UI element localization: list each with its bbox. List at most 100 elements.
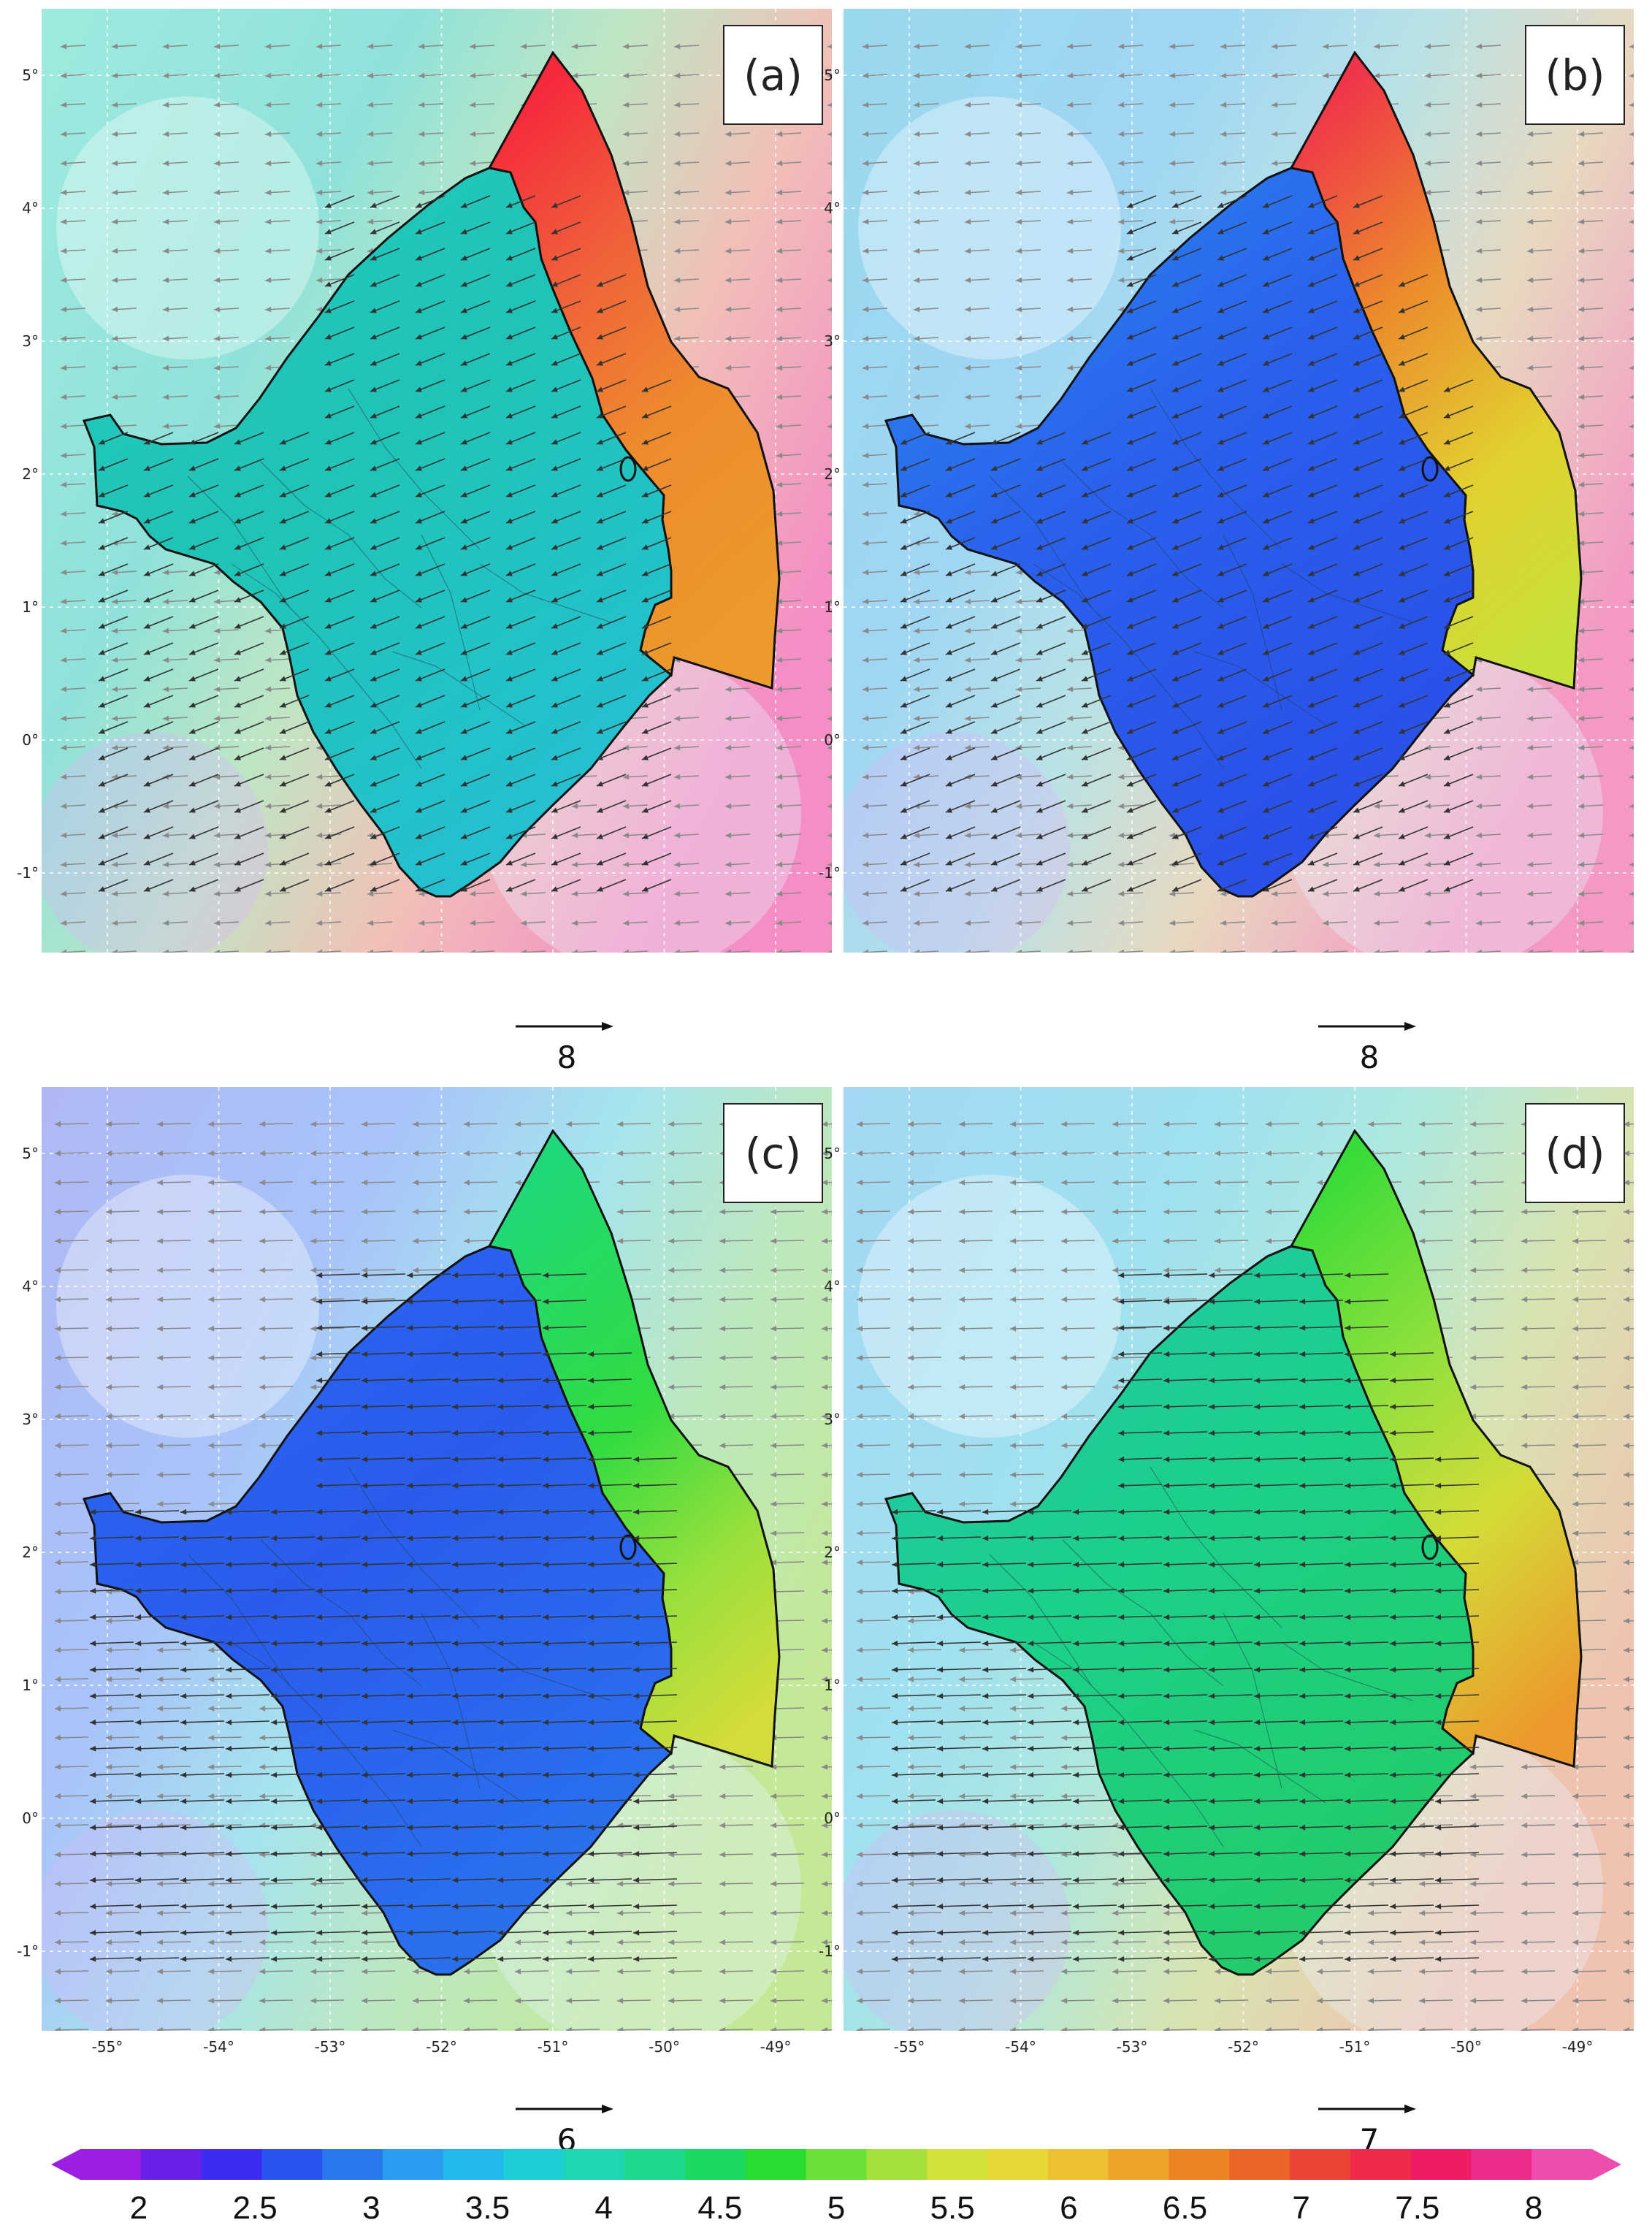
longitude-tick-label: -52° xyxy=(426,2038,457,2056)
panel-a: (a) xyxy=(42,9,832,953)
latitude-tick-label: 1° xyxy=(22,1677,39,1694)
latitude-tick-label: 5° xyxy=(824,66,841,84)
colorbar-max-arrow xyxy=(1592,2149,1621,2180)
panel-c: (c) xyxy=(42,1087,832,2031)
colorbar-swatch xyxy=(1047,2149,1109,2180)
colorbar-swatch xyxy=(927,2149,988,2180)
colorbar-label: 4.5 xyxy=(697,2190,743,2226)
latitude-tick-label: 1° xyxy=(22,598,39,616)
colorbar-swatch xyxy=(806,2149,867,2180)
colorbar xyxy=(51,2149,1621,2180)
longitude-tick-label: -53° xyxy=(314,2038,346,2056)
map-c xyxy=(42,1087,832,2031)
latitude-tick-label: 4° xyxy=(22,199,39,217)
panel-label-a: (a) xyxy=(723,25,823,125)
longitude-tick-label: -52° xyxy=(1228,2038,1259,2056)
latitude-tick-label: 1° xyxy=(824,598,841,616)
colorbar-swatch xyxy=(383,2149,444,2180)
panel-label-d: (d) xyxy=(1525,1103,1625,1203)
latitude-tick-label: 3° xyxy=(22,1411,39,1428)
colorbar-label: 3.5 xyxy=(464,2190,510,2226)
colorbar-swatch xyxy=(685,2149,746,2180)
colorbar-swatch xyxy=(1169,2149,1230,2180)
land-domain xyxy=(884,167,1475,898)
latitude-tick-label: 0° xyxy=(824,1809,841,1827)
ref-vector-a: 8 xyxy=(516,1019,618,1075)
island-outline xyxy=(619,1534,637,1560)
panel-b: (b) xyxy=(844,9,1634,953)
longitude-tick-label: -50° xyxy=(1450,2038,1482,2056)
colorbar-swatch xyxy=(1531,2149,1593,2180)
longitude-tick-label: -55° xyxy=(893,2038,925,2056)
latitude-tick-label: 4° xyxy=(824,1278,841,1295)
longitude-tick-label: -49° xyxy=(760,2038,792,2056)
colorbar-swatch xyxy=(1108,2149,1169,2180)
domain-vectors xyxy=(900,195,1474,892)
panel-d: (d) xyxy=(844,1087,1634,2031)
latitude-tick-label: 2° xyxy=(22,465,39,483)
ref-arrow-icon xyxy=(1318,2105,1416,2113)
municipal-borders xyxy=(187,388,612,769)
panel-label-b: (b) xyxy=(1525,25,1625,125)
colorbar-swatch xyxy=(1410,2149,1472,2180)
latitude-tick-label: 4° xyxy=(824,199,841,217)
panel-label-c: (c) xyxy=(723,1103,823,1203)
longitude-tick-label: -51° xyxy=(537,2038,569,2056)
ref-vector-b: 8 xyxy=(1318,1019,1420,1075)
latitude-tick-label: 4° xyxy=(22,1278,39,1295)
colorbar-swatch xyxy=(564,2149,625,2180)
latitude-tick-label: 0° xyxy=(22,1809,39,1827)
latitude-tick-label: 2° xyxy=(22,1544,39,1561)
latitude-tick-label: 0° xyxy=(824,731,841,749)
longitude-tick-label: -51° xyxy=(1339,2038,1371,2056)
latitude-tick-label: 5° xyxy=(22,1145,39,1162)
colorbar-swatch xyxy=(1350,2149,1412,2180)
ref-vector-value-a: 8 xyxy=(557,1040,577,1075)
colorbar-min-arrow xyxy=(51,2149,80,2180)
colorbar-swatch xyxy=(201,2149,262,2180)
colorbar-swatch xyxy=(503,2149,565,2180)
colorbar-swatch xyxy=(745,2149,807,2180)
longitude-tick-label: -55° xyxy=(91,2038,123,2056)
latitude-tick-label: 3° xyxy=(824,1411,841,1428)
colorbar-swatch xyxy=(987,2149,1049,2180)
domain-vectors xyxy=(891,1272,1480,1962)
colorbar-swatch xyxy=(1471,2149,1532,2180)
municipal-borders xyxy=(989,388,1414,769)
colorbar-swatch xyxy=(443,2149,505,2180)
colorbar-label: 3 xyxy=(362,2190,381,2226)
colorbar-label: 6 xyxy=(1060,2190,1078,2226)
colorbar-swatch xyxy=(1290,2149,1351,2180)
domain-vectors xyxy=(98,195,672,892)
latitude-tick-label: 3° xyxy=(824,332,841,350)
colorbar-swatch xyxy=(261,2149,323,2180)
ref-vector-value-b: 8 xyxy=(1359,1040,1380,1075)
latitude-tick-label: 2° xyxy=(824,465,841,483)
land-domain xyxy=(82,1245,673,1976)
longitude-tick-label: -53° xyxy=(1116,2038,1148,2056)
latitude-tick-label: 5° xyxy=(824,1145,841,1162)
latitude-tick-label: 5° xyxy=(22,66,39,84)
colorbar-label: 6.5 xyxy=(1162,2190,1208,2226)
latitude-tick-label: 1° xyxy=(824,1677,841,1694)
map-b xyxy=(844,9,1634,953)
colorbar-label: 5.5 xyxy=(930,2190,975,2226)
colorbar-swatch xyxy=(1229,2149,1290,2180)
colorbar-label: 2.5 xyxy=(232,2190,278,2226)
latitude-tick-label: -1° xyxy=(17,1942,39,1960)
latitude-tick-label: 3° xyxy=(22,332,39,350)
colorbar-swatch xyxy=(322,2149,383,2180)
colorbar-label: 2 xyxy=(129,2190,148,2226)
colorbar-swatch xyxy=(866,2149,928,2180)
latitude-tick-label: 2° xyxy=(824,1544,841,1561)
land-domain xyxy=(82,167,673,898)
colorbar-label: 7.5 xyxy=(1395,2190,1440,2226)
colorbar-label: 7 xyxy=(1292,2190,1310,2226)
latitude-tick-label: -1° xyxy=(17,864,39,882)
colorbar-label: 4 xyxy=(594,2190,613,2226)
latitude-tick-label: 0° xyxy=(22,731,39,749)
latitude-tick-label: -1° xyxy=(819,864,841,882)
domain-vectors xyxy=(89,1272,678,1962)
map-d xyxy=(844,1087,1634,2031)
map-a xyxy=(42,9,832,953)
